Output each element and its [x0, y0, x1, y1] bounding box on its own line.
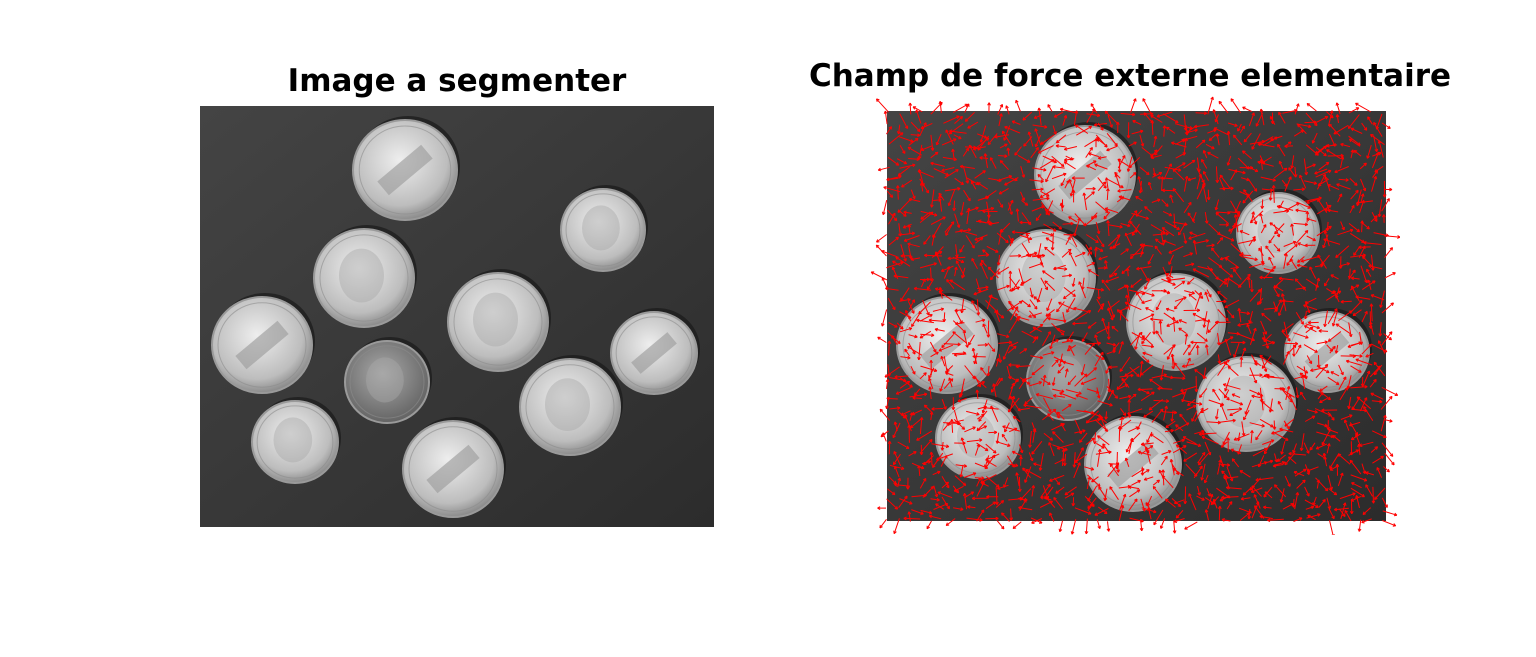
- coin: [447, 269, 551, 372]
- coin: [519, 355, 623, 456]
- coin: [610, 308, 700, 395]
- coin: [560, 185, 648, 272]
- coin: [1034, 122, 1138, 225]
- left-panel-title: Image a segmenter: [287, 63, 627, 99]
- coin: [313, 225, 417, 328]
- coin: [211, 293, 315, 394]
- coin: [344, 337, 432, 424]
- coin: [1084, 413, 1184, 512]
- right-panel-title: Champ de force externe elementaire: [808, 58, 1452, 94]
- coin: [1026, 336, 1112, 421]
- force-field-arrows: [870, 96, 1400, 535]
- coin: [352, 116, 460, 221]
- coin: [251, 397, 341, 484]
- force-field-image: [887, 111, 1386, 521]
- coin: [402, 417, 506, 518]
- coins-image: [200, 106, 714, 527]
